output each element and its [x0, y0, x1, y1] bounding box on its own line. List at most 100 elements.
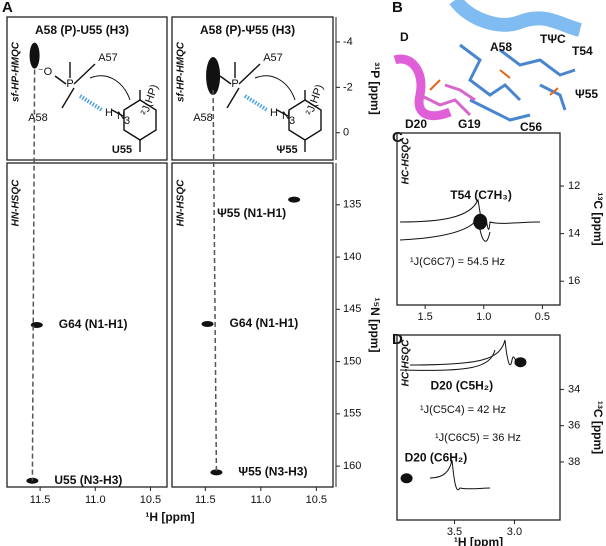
coupling-arrow — [254, 75, 296, 101]
structure-label: G19 — [458, 117, 481, 131]
peak-label: Ψ55 (N3-H3) — [238, 465, 307, 479]
structure-label: Ψ55 — [575, 87, 598, 101]
plot-frame — [171, 162, 334, 488]
x-tick-label: 3.5 — [447, 526, 462, 538]
y-axis-label: ¹³C [ppm] — [591, 192, 605, 245]
x-tick-label: 1.0 — [476, 311, 491, 323]
structure-label: A58 — [490, 40, 512, 54]
structure-label: N — [282, 110, 290, 122]
y-tick-label: 36 — [568, 420, 580, 432]
y-tick-label: 38 — [568, 456, 580, 468]
x-tick-label: 11.0 — [85, 494, 106, 506]
structure-label: T54 — [572, 44, 593, 58]
structure-label: A58 — [193, 112, 213, 124]
panel-b-art — [393, 0, 582, 122]
peak-label: Ψ55 (N1-H1) — [217, 206, 286, 220]
structure-label: A57 — [263, 52, 283, 64]
experiment-label: HC-HSQC — [401, 339, 412, 386]
annotation: ¹J(C5C4) = 42 Hz — [420, 404, 506, 416]
slices — [399, 198, 541, 491]
x-tick-label: 11.5 — [30, 494, 51, 506]
bond — [54, 75, 67, 85]
structure-label: ²J(HP) — [304, 83, 326, 117]
peak-label: T54 (C7H₃) — [450, 188, 512, 202]
x-tick-label: 1.5 — [417, 311, 432, 323]
plot-frame — [6, 16, 168, 161]
structure-label: P — [66, 78, 73, 90]
y-tick-label: 0 — [343, 127, 349, 139]
y-axis-label: ¹³C [ppm] — [591, 401, 605, 454]
peak — [206, 57, 221, 96]
y-tick-label: 150 — [343, 355, 361, 367]
bond — [226, 87, 240, 109]
y-tick-label: -4 — [343, 36, 353, 48]
plot-frame — [396, 132, 561, 306]
structure — [54, 62, 157, 152]
peak — [201, 320, 214, 327]
experiment-label: HN-HSQC — [176, 179, 187, 226]
experiment-label: sf-HP-HMQC — [176, 41, 187, 102]
peak-label: U55 (N3-H3) — [54, 473, 122, 487]
y-tick-label: 145 — [343, 303, 361, 315]
panel-label: B — [392, 0, 403, 16]
structure-label: Ψ55 — [276, 144, 297, 156]
structure-label: TΨC — [540, 32, 566, 46]
hbond — [78, 94, 104, 112]
structure-label: D20 — [405, 117, 427, 131]
y-tick-label: 160 — [343, 460, 361, 472]
panel-label: A — [2, 0, 13, 16]
peak — [210, 469, 223, 476]
structure-label: P — [231, 78, 238, 90]
peak — [473, 213, 488, 230]
peak — [29, 42, 40, 69]
y-axis-label: ³¹P [ppm] — [368, 62, 382, 114]
peak-label: G64 (N1-H1) — [230, 316, 299, 330]
y-tick-label: 155 — [343, 408, 361, 420]
structure-label: A57 — [98, 52, 118, 64]
peak-label: D20 (C6H₂) — [405, 450, 468, 464]
x-tick-label: 3.0 — [507, 526, 522, 538]
structure — [219, 62, 322, 152]
y-tick-label: 135 — [343, 199, 361, 211]
structure-label: H — [270, 107, 278, 119]
y-tick-label: 12 — [568, 180, 580, 192]
y-tick-label: 14 — [568, 228, 580, 240]
bond — [111, 109, 124, 117]
structure-label: H — [105, 107, 113, 119]
experiment-label: sf-HP-HMQC — [11, 41, 22, 102]
panel-title: A58 (P)-U55 (H3) — [35, 23, 129, 37]
x-tick-label: 10.5 — [306, 494, 327, 506]
x-tick-label: 10.5 — [140, 494, 161, 506]
structure-label: ⁻O — [38, 66, 53, 78]
structure-label: U55 — [112, 144, 132, 156]
panel-title: A58 (P)-Ψ55 (H3) — [200, 23, 295, 37]
peak-label: G64 (N1-H1) — [59, 317, 128, 331]
annotation: ¹J(C6C5) = 36 Hz — [435, 432, 521, 444]
bond — [276, 109, 289, 117]
peak — [400, 473, 413, 484]
y-tick-label: 140 — [343, 251, 361, 263]
structure-label: ²J(HP) — [139, 83, 161, 117]
plot-frame — [396, 334, 561, 521]
structure-label: D — [400, 30, 409, 44]
x-tick-label: 0.5 — [535, 311, 550, 323]
structure-label: 3 — [289, 115, 295, 127]
x-tick-label: 11.0 — [251, 494, 272, 506]
experiment-label: HC-HSQC — [401, 137, 412, 184]
structure-label: N — [117, 110, 125, 122]
x-axis-label: ¹H [ppm] — [145, 510, 194, 524]
peak — [514, 357, 527, 368]
structure-label: C56 — [520, 120, 542, 134]
bond — [61, 87, 75, 109]
peak-label: D20 (C5H₂) — [430, 378, 493, 392]
connector — [212, 90, 218, 473]
y-tick-label: 34 — [568, 383, 580, 395]
y-axis-label: ¹⁵N [ppm] — [368, 298, 382, 353]
experiment-label: HN-HSQC — [11, 179, 22, 226]
y-tick-label: -2 — [343, 81, 353, 93]
coupling-arrow — [89, 75, 131, 101]
annotation: ¹J(C6C7) = 54.5 Hz — [410, 256, 505, 268]
structure-label: 3 — [124, 115, 130, 127]
peak — [288, 196, 301, 203]
y-tick-label: 16 — [568, 275, 580, 287]
